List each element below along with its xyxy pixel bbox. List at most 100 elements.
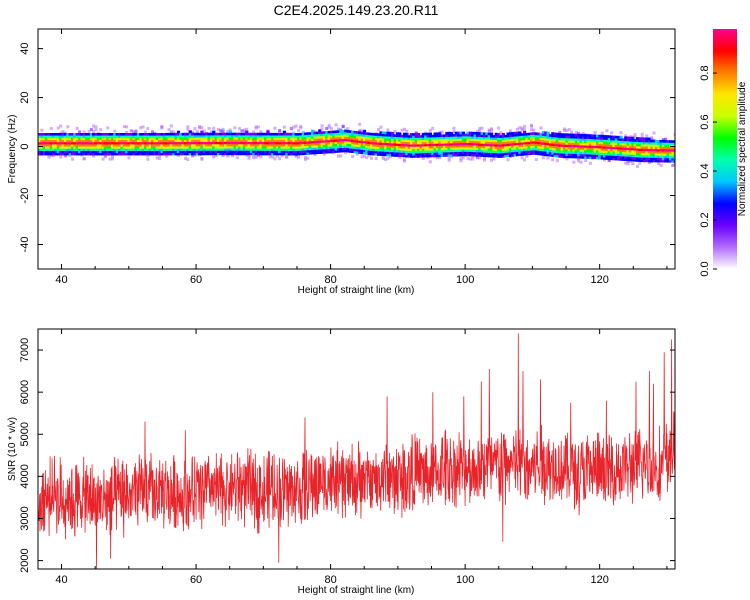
spectrogram-cell: [490, 158, 493, 162]
spectrogram-cell: [195, 148, 199, 151]
spectrogram-cell: [167, 135, 171, 138]
spectrogram-cell: [285, 132, 289, 136]
spectrogram-cell: [202, 150, 206, 153]
spectrogram-cell: [570, 133, 574, 137]
spectrogram-cell: [143, 141, 148, 145]
spectrogram-cell: [153, 148, 157, 151]
spectrogram-cell: [586, 140, 590, 144]
spectrogram-cell: [172, 135, 176, 138]
spectrogram-cell: [38, 152, 42, 156]
spectrogram-cell: [148, 146, 152, 149]
spectrogram-cell: [661, 142, 666, 145]
spectrogram-cell: [193, 148, 197, 151]
spectrogram-cell: [501, 135, 505, 138]
spectrogram-cell: [245, 146, 249, 149]
spectrogram-cell: [235, 150, 239, 153]
spectrogram-cell: [428, 137, 432, 140]
spectrogram-cell: [581, 134, 585, 137]
spectrogram-cell: [581, 136, 585, 139]
spectrogram-cell: [99, 152, 103, 156]
spectrogram-cell: [555, 139, 560, 142]
spectrogram-cell: [174, 137, 178, 140]
spectrogram-cell: [358, 142, 362, 146]
spectrogram-cell: [320, 127, 324, 131]
spectrogram-cell: [353, 141, 357, 145]
spectrogram-cell: [631, 152, 635, 155]
spectrogram-cell: [652, 142, 656, 145]
spectrogram-cell: [233, 134, 237, 138]
spectrogram-cell: [216, 152, 221, 156]
spectrogram-cell: [473, 134, 477, 137]
spectrogram-cell: [334, 123, 338, 127]
spectrogram-cell: [155, 152, 159, 156]
spectrogram-cell: [308, 138, 312, 142]
spectrogram-cell: [530, 147, 534, 151]
spectrogram-cell: [402, 134, 407, 138]
spectrogram-cell: [71, 135, 75, 138]
spectrogram-cell: [235, 141, 239, 145]
spectrogram-cell: [377, 133, 381, 136]
spectrogram-cell: [259, 150, 263, 154]
spectrogram-cell: [367, 143, 371, 147]
spectrogram-cell: [238, 150, 242, 153]
spectrogram-cell: [202, 132, 206, 136]
spectrogram-cell: [370, 148, 374, 151]
spectrogram-cell: [195, 132, 199, 136]
spectrogram-cell: [195, 137, 199, 140]
spectrogram-cell: [127, 150, 131, 154]
spectrogram-cell: [313, 130, 317, 134]
spectrogram-cell: [454, 153, 458, 157]
spectrogram-cell: [315, 138, 319, 141]
spectrogram-cell: [664, 144, 668, 148]
spectrogram-cell: [226, 152, 230, 156]
spectrogram-cell: [504, 150, 508, 153]
spectrogram-cell: [402, 137, 407, 140]
spectrogram-cell: [59, 148, 63, 151]
spectrogram-cell: [619, 158, 623, 161]
spectrogram-cell: [417, 148, 421, 152]
spectrogram-cell: [391, 134, 395, 137]
spectrogram-cell: [78, 150, 82, 154]
spectrogram-cell: [49, 148, 53, 151]
spectrogram-cell: [426, 150, 430, 153]
spectrogram-cell: [45, 133, 49, 136]
spectrogram-cell: [523, 130, 527, 134]
spectrogram-cell: [143, 150, 148, 154]
spectrogram-cell: [160, 152, 164, 156]
spectrogram-cell: [344, 132, 348, 135]
spectrogram-cell: [332, 130, 336, 134]
spectrogram-cell: [38, 141, 42, 145]
spectrogram-cell: [497, 146, 501, 149]
spectrogram-cell: [337, 150, 341, 153]
spectrogram-cell: [153, 152, 157, 156]
spectrogram-cell: [471, 140, 475, 144]
spectrogram-cell: [355, 152, 359, 156]
spectrogram-cell: [99, 146, 103, 149]
spectrogram-cell: [483, 147, 487, 151]
spectrogram-cell: [226, 146, 230, 149]
spectrogram-cell: [186, 141, 190, 145]
spectrogram-cell: [598, 156, 602, 160]
spectrogram-cell: [471, 136, 475, 139]
spectrogram-cell: [304, 147, 308, 151]
spectrogram-y-label: Frequency (Hz): [7, 115, 18, 184]
spectrogram-cell: [216, 148, 221, 151]
spectrogram-cell: [539, 141, 543, 145]
spectrogram-cell: [574, 155, 578, 159]
spectrogram-cell: [614, 142, 618, 145]
spectrogram-cell: [494, 144, 498, 147]
spectrogram-cell: [301, 145, 305, 149]
snr-y-tick-label: 5000: [19, 422, 31, 446]
spectrogram-cell: [101, 144, 105, 147]
spectrogram-cell: [603, 158, 606, 162]
spectrogram-cell: [75, 150, 79, 154]
spectrogram-cell: [598, 150, 602, 153]
spectrogram-cell: [75, 144, 79, 147]
spectrogram-cell: [365, 149, 369, 153]
spectrogram-cell: [278, 152, 282, 156]
spectrogram-cell: [346, 134, 350, 138]
spectrogram-cell: [327, 144, 331, 147]
spectrogram-cell: [351, 135, 355, 138]
spectrogram-cell: [518, 133, 522, 137]
spectrogram-cell: [445, 143, 449, 146]
